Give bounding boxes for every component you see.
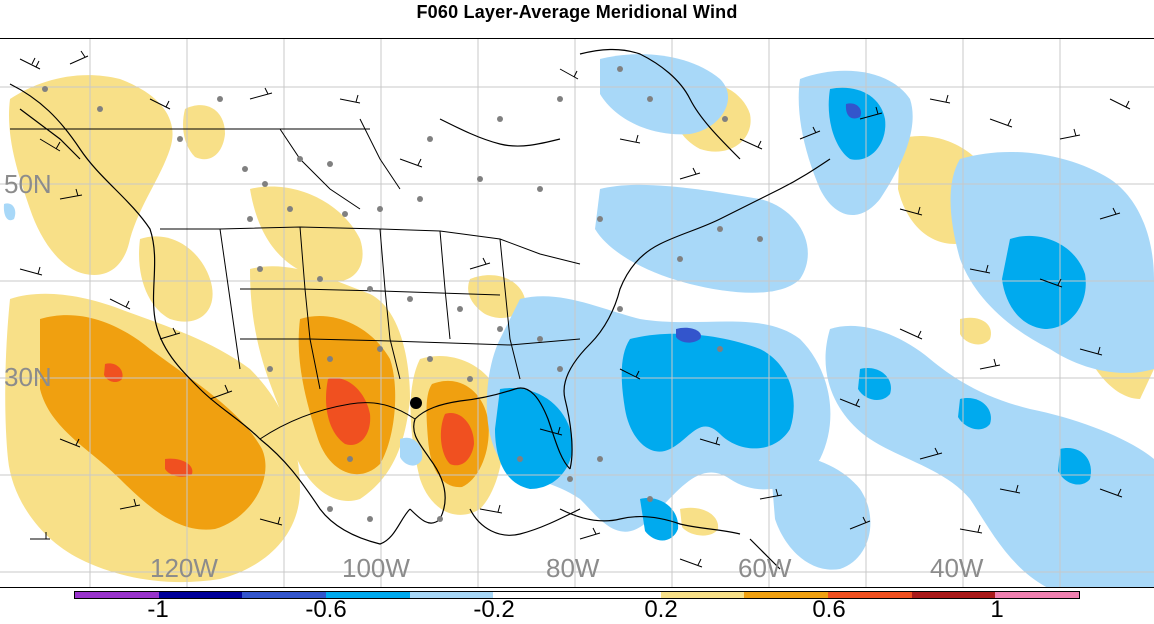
colorbar-label: -1 xyxy=(147,596,169,623)
negative-field-east-max xyxy=(676,327,701,343)
colorbar-label: -0.2 xyxy=(473,596,515,623)
positive-field-mexico-max xyxy=(325,378,371,445)
colorbar xyxy=(74,591,1080,599)
colorbar-label: 1 xyxy=(990,596,1004,623)
negative-field-subtropical-core3 xyxy=(958,398,991,430)
coastlines xyxy=(9,48,831,570)
positive-field-plains xyxy=(250,186,363,282)
colorbar-segment xyxy=(744,592,829,598)
graticule xyxy=(0,39,1154,587)
positive-field-west-max1 xyxy=(104,363,123,383)
positive-field-caribbean xyxy=(680,507,719,536)
colorbar-segment xyxy=(577,592,661,598)
positive-field-northwest xyxy=(9,75,173,275)
colorbar-label: 0.6 xyxy=(812,596,846,623)
longitude-label-100w: 100W xyxy=(342,553,410,583)
colorbar-segment xyxy=(409,592,494,598)
negative-field-labrador xyxy=(600,54,729,135)
colorbar-segment xyxy=(158,592,243,598)
positive-field-west-max2 xyxy=(165,458,193,477)
positive-field-west-core xyxy=(40,315,266,530)
colorbar-segment xyxy=(242,592,327,598)
shaded-fields xyxy=(3,54,1154,587)
longitude-label-80w: 80W xyxy=(546,553,600,583)
negative-field-mid-atlantic-core xyxy=(1002,235,1086,329)
negative-field-florida xyxy=(495,388,573,489)
positive-field-rockies xyxy=(139,236,213,322)
colorbar-segment xyxy=(995,592,1080,598)
colorbar-segment xyxy=(660,592,745,598)
colorbar-segment xyxy=(326,592,410,598)
negative-field-small-west2 xyxy=(3,203,16,221)
negative-field-southeast xyxy=(770,455,871,570)
map-canvas xyxy=(0,39,1154,587)
station-dots xyxy=(42,66,763,522)
longitude-label-40w: 40W xyxy=(930,553,984,583)
negative-field-greenland-core xyxy=(828,87,886,160)
latitude-label-30n: 30N xyxy=(4,362,52,392)
colorbar-segment xyxy=(75,592,159,598)
wind-barbs xyxy=(19,50,1131,568)
map-title: F060 Layer-Average Meridional Wind xyxy=(416,2,738,22)
longitude-label-120w: 120W xyxy=(150,553,218,583)
colorbar-segment xyxy=(493,592,578,598)
latitude-label-50n: 50N xyxy=(4,169,52,199)
negative-field-northeast xyxy=(595,184,808,293)
political-borders xyxy=(10,118,581,440)
colorbar-label: -0.6 xyxy=(305,596,347,623)
positive-field-gulf-max xyxy=(440,413,474,466)
negative-field-small-west xyxy=(400,437,423,466)
reference-point-marker xyxy=(410,397,422,409)
negative-field-subtropical xyxy=(825,325,1154,587)
negative-field-east-coast-core xyxy=(621,333,794,452)
colorbar-label: 0.2 xyxy=(644,596,678,623)
positive-field-atlantic-south xyxy=(960,317,991,345)
longitude-label-60w: 60W xyxy=(738,553,792,583)
colorbar-segment xyxy=(828,592,912,598)
positive-field-northwest-2 xyxy=(183,105,225,160)
colorbar-segment xyxy=(911,592,996,598)
negative-field-southeast-core xyxy=(640,498,679,541)
positive-field-great-lakes xyxy=(468,275,525,319)
map-panel: 50N 30N xyxy=(0,38,1154,588)
negative-field-greenland-max xyxy=(845,103,862,119)
